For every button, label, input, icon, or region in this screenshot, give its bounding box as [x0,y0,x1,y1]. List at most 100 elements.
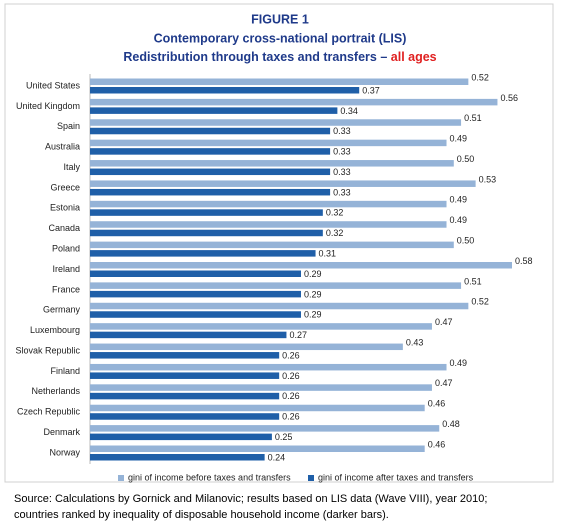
value-label: 0.37 [362,85,380,95]
value-label: 0.50 [457,154,475,164]
value-label: 0.52 [471,297,489,307]
legend-label: gini of income after taxes and transfers [318,472,474,482]
value-label: 0.50 [457,235,475,245]
value-label: 0.51 [464,113,482,123]
category-label: Estonia [50,203,80,213]
category-label: Ireland [52,264,80,274]
value-label: 0.24 [268,452,286,462]
bar [90,270,301,277]
legend-swatch [118,475,124,481]
value-label: 0.47 [435,317,453,327]
bar [90,433,272,441]
value-label: 0.33 [333,187,351,197]
value-label: 0.33 [333,126,351,136]
value-label: 0.26 [282,412,300,422]
category-label: Slovak Republic [15,345,80,355]
value-label: 0.26 [282,371,300,381]
bar [90,250,316,257]
value-label: 0.26 [282,391,300,401]
category-label: United States [26,80,81,90]
value-label: 0.32 [326,228,344,238]
chart-subtitle: Contemporary cross-national portrait (LI… [154,31,407,45]
value-label: 0.52 [471,72,489,82]
bar [90,229,323,237]
value-label: 0.49 [450,358,468,368]
bar [90,127,331,135]
chart-title: FIGURE 1 [251,12,309,26]
value-label: 0.31 [319,248,337,258]
bar [90,209,323,216]
category-label: Greece [50,182,80,192]
value-label: 0.27 [289,330,307,340]
bar [90,454,265,461]
bar [90,200,447,208]
value-label: 0.48 [442,419,460,429]
category-label: Denmark [43,427,80,437]
category-label: United Kingdom [16,101,80,111]
note: countries ranked by inequality of dispos… [14,509,389,521]
bar [90,262,512,269]
bar [90,425,440,432]
bar [90,107,338,114]
bar [90,331,287,339]
bar [90,352,280,359]
bar [90,372,280,379]
bar [90,404,425,412]
value-label: 0.34 [340,106,358,116]
bar [90,180,476,187]
bar [90,282,462,289]
category-label: Germany [43,305,81,315]
category-label: Netherlands [31,386,80,396]
category-label: Norway [49,447,80,457]
bar [90,139,447,147]
legend-label: gini of income before taxes and transfer… [128,472,291,482]
bar [90,384,432,391]
bar [90,290,301,298]
bar [90,160,454,167]
value-label: 0.32 [326,208,344,218]
value-label: 0.49 [450,195,468,205]
bar [90,445,425,452]
bar [90,392,280,400]
legend-swatch [308,475,314,481]
category-label: Australia [45,142,80,152]
value-label: 0.53 [479,174,497,184]
bar [90,168,331,176]
value-label: 0.49 [450,134,468,144]
value-label: 0.29 [304,289,322,299]
value-label: 0.29 [304,269,322,279]
bar [90,188,331,196]
bar [90,78,469,85]
bar [90,363,447,371]
bar [90,119,462,126]
bar [90,311,301,318]
bar [90,302,469,310]
subtitle-highlight: all ages [391,50,437,64]
subtitle-text: Redistribution through taxes and transfe… [123,50,387,64]
category-label: Italy [63,162,80,172]
value-label: 0.51 [464,276,482,286]
value-label: 0.26 [282,350,300,360]
category-label: Poland [52,243,80,253]
chart-subtitle-2: Redistribution through taxes and transfe… [123,50,436,64]
value-label: 0.46 [428,399,446,409]
bar [90,323,432,330]
category-label: France [52,284,80,294]
value-label: 0.46 [428,439,446,449]
bar [90,87,360,94]
value-label: 0.29 [304,310,322,320]
value-label: 0.58 [515,256,533,266]
value-label: 0.49 [450,215,468,225]
value-label: 0.33 [333,147,351,157]
bar [90,221,447,228]
value-label: 0.25 [275,432,293,442]
value-label: 0.43 [406,337,424,347]
value-label: 0.56 [500,93,518,103]
category-label: Finland [50,366,80,376]
bar [90,241,454,249]
value-label: 0.33 [333,167,351,177]
category-label: Czech Republic [17,407,81,417]
note: Source: Calculations by Gornick and Mila… [14,493,487,505]
value-label: 0.47 [435,378,453,388]
